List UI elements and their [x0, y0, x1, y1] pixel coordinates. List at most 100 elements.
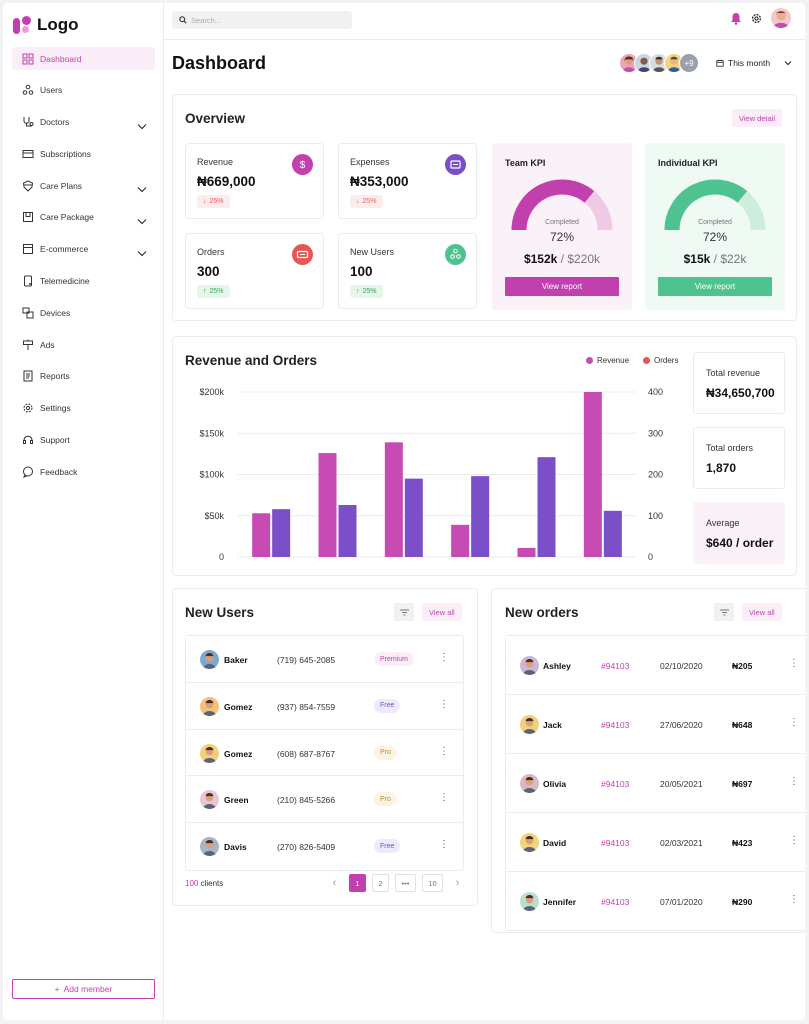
search-bar[interactable] [172, 11, 352, 29]
team-kpi-title: Team KPI [505, 158, 546, 168]
filter-icon [399, 609, 409, 615]
gear-icon[interactable] [750, 12, 763, 25]
more-avatars-count[interactable]: +9 [679, 53, 699, 73]
sidebar-item-telemedicine[interactable]: Telemedicine [12, 270, 155, 293]
user-row[interactable]: Gomez (937) 854-7559 Free ⋮ [186, 683, 463, 730]
calendar-icon [716, 59, 724, 67]
customer-name: David [543, 838, 567, 848]
sidebar-item-dashboard[interactable]: Dashboard [12, 47, 155, 70]
team-avatar[interactable] [619, 53, 639, 73]
order-date: 20/05/2021 [660, 779, 703, 789]
more-vertical-icon[interactable]: ⋮ [439, 792, 449, 804]
team-kpi-view-report-button[interactable]: View report [505, 277, 619, 296]
add-member-button[interactable]: + Add member [12, 979, 155, 999]
more-vertical-icon[interactable]: ⋮ [789, 658, 799, 669]
order-row[interactable]: Jennifer #94103 07/01/2020 ₦290 ⋮ [506, 872, 805, 931]
sidebar-item-devices[interactable]: Devices [12, 301, 155, 324]
chevron-down-icon[interactable] [137, 212, 147, 230]
user-plan-badge: Free [374, 839, 401, 854]
chevron-right-icon[interactable]: › [455, 877, 460, 889]
order-id[interactable]: #94103 [601, 661, 630, 671]
new-orders-filter-button[interactable] [714, 603, 734, 621]
users-icon [445, 244, 466, 265]
bar-revenue-6 [583, 392, 602, 557]
more-vertical-icon[interactable]: ⋮ [439, 839, 449, 851]
shield-heart-icon [22, 180, 34, 192]
sidebar: Logo Dashboard Users Doctors Subscriptions C… [3, 3, 164, 1020]
order-id[interactable]: #94103 [601, 838, 630, 848]
order-id[interactable]: #94103 [601, 720, 630, 730]
user-avatar[interactable] [771, 8, 791, 28]
user-row[interactable]: Green (210) 845-5266 Pro ⋮ [186, 776, 463, 824]
chevron-down-icon[interactable] [137, 244, 147, 262]
team-kpi-current: $152k [523, 252, 558, 266]
search-input[interactable] [191, 15, 341, 25]
order-amount: ₦648 [732, 720, 753, 730]
user-phone: (719) 645-2085 [277, 655, 336, 665]
page-button[interactable]: 10 [422, 874, 443, 892]
add-member-label: Add member [63, 984, 113, 994]
more-vertical-icon[interactable]: ⋮ [439, 698, 449, 710]
bar-orders-6 [603, 510, 622, 557]
more-vertical-icon[interactable]: ⋮ [789, 894, 799, 905]
more-vertical-icon[interactable]: ⋮ [789, 776, 799, 787]
order-row[interactable]: David #94103 02/03/2021 ₦423 ⋮ [506, 813, 805, 872]
order-row[interactable]: Ashley #94103 02/10/2020 ₦205 ⋮ [506, 636, 805, 695]
sidebar-item-feedback[interactable]: Feedback [12, 460, 155, 483]
new-users-filter-button[interactable] [394, 603, 414, 621]
sidebar-item-settings[interactable]: Settings [12, 397, 155, 420]
order-row[interactable]: Olivia #94103 20/05/2021 ₦697 ⋮ [506, 754, 805, 813]
average-box: Average $640 / order [693, 502, 785, 564]
sidebar-item-care-package[interactable]: Care Package [12, 206, 155, 229]
clients-count-label: clients [198, 879, 224, 888]
y-right-tick-label: 100 [648, 511, 663, 521]
stat-value: 300 [197, 264, 220, 279]
page-button[interactable]: 1 [349, 874, 366, 892]
headset-icon [22, 434, 34, 446]
more-vertical-icon[interactable]: ⋮ [439, 652, 449, 663]
user-name: Gomez [224, 701, 253, 712]
sidebar-item-support[interactable]: Support [12, 429, 155, 452]
order-id[interactable]: #94103 [601, 897, 630, 907]
page-button[interactable]: ••• [395, 874, 416, 892]
user-avatar [200, 743, 219, 763]
user-row[interactable]: Baker (719) 645-2085 Premium ⋮ [186, 636, 463, 683]
sidebar-item-subscriptions[interactable]: Subscriptions [12, 142, 155, 165]
sidebar-item-e-commerce[interactable]: E-commerce [12, 238, 155, 261]
stat-change-value: 25% [209, 198, 224, 205]
user-row[interactable]: Davis (270) 826-5409 Free ⋮ [186, 823, 463, 870]
sidebar-item-ads[interactable]: Ads [12, 333, 155, 356]
y-right-tick-label: 400 [648, 387, 663, 397]
sidebar-item-label: Care Plans [40, 180, 83, 191]
overview-card: Overview View detail Revenue ₦669,000 $ ↓ 25… [172, 94, 797, 321]
stat-label: Expenses [350, 157, 390, 167]
phone-device-icon [22, 275, 34, 287]
period-selector[interactable]: This month [716, 58, 792, 68]
sidebar-item-users[interactable]: Users [12, 79, 155, 102]
individual-kpi-view-report-button[interactable]: View report [658, 277, 772, 296]
logo[interactable]: Logo [13, 15, 79, 35]
page-button[interactable]: 2 [372, 874, 389, 892]
bell-icon[interactable] [730, 12, 742, 25]
chevron-down-icon[interactable] [137, 180, 147, 198]
more-vertical-icon[interactable]: ⋮ [439, 745, 449, 757]
order-id[interactable]: #94103 [601, 779, 630, 789]
sidebar-item-label: Ads [40, 339, 55, 350]
more-vertical-icon[interactable]: ⋮ [789, 835, 799, 846]
view-detail-button[interactable]: View detail [731, 109, 782, 127]
sidebar-item-doctors[interactable]: Doctors [12, 111, 155, 134]
user-plan-badge: Pro [374, 792, 397, 807]
new-orders-view-all-button[interactable]: View all [742, 603, 782, 621]
overview-title: Overview [185, 111, 246, 126]
chevron-left-icon[interactable]: ‹ [332, 877, 337, 889]
user-name: Davis [224, 842, 247, 853]
order-row[interactable]: Jack #94103 27/06/2020 ₦648 ⋮ [506, 695, 805, 754]
sidebar-item-care-plans[interactable]: Care Plans [12, 174, 155, 197]
more-vertical-icon[interactable]: ⋮ [789, 717, 799, 728]
sidebar-item-reports[interactable]: Reports [12, 365, 155, 388]
user-row[interactable]: Gomez (608) 687-8767 Pro ⋮ [186, 730, 463, 777]
team-avatars[interactable]: +9 [619, 53, 699, 73]
new-users-view-all-button[interactable]: View all [422, 603, 462, 621]
chevron-down-icon[interactable] [137, 117, 147, 135]
user-phone: (608) 687-8767 [277, 748, 336, 759]
